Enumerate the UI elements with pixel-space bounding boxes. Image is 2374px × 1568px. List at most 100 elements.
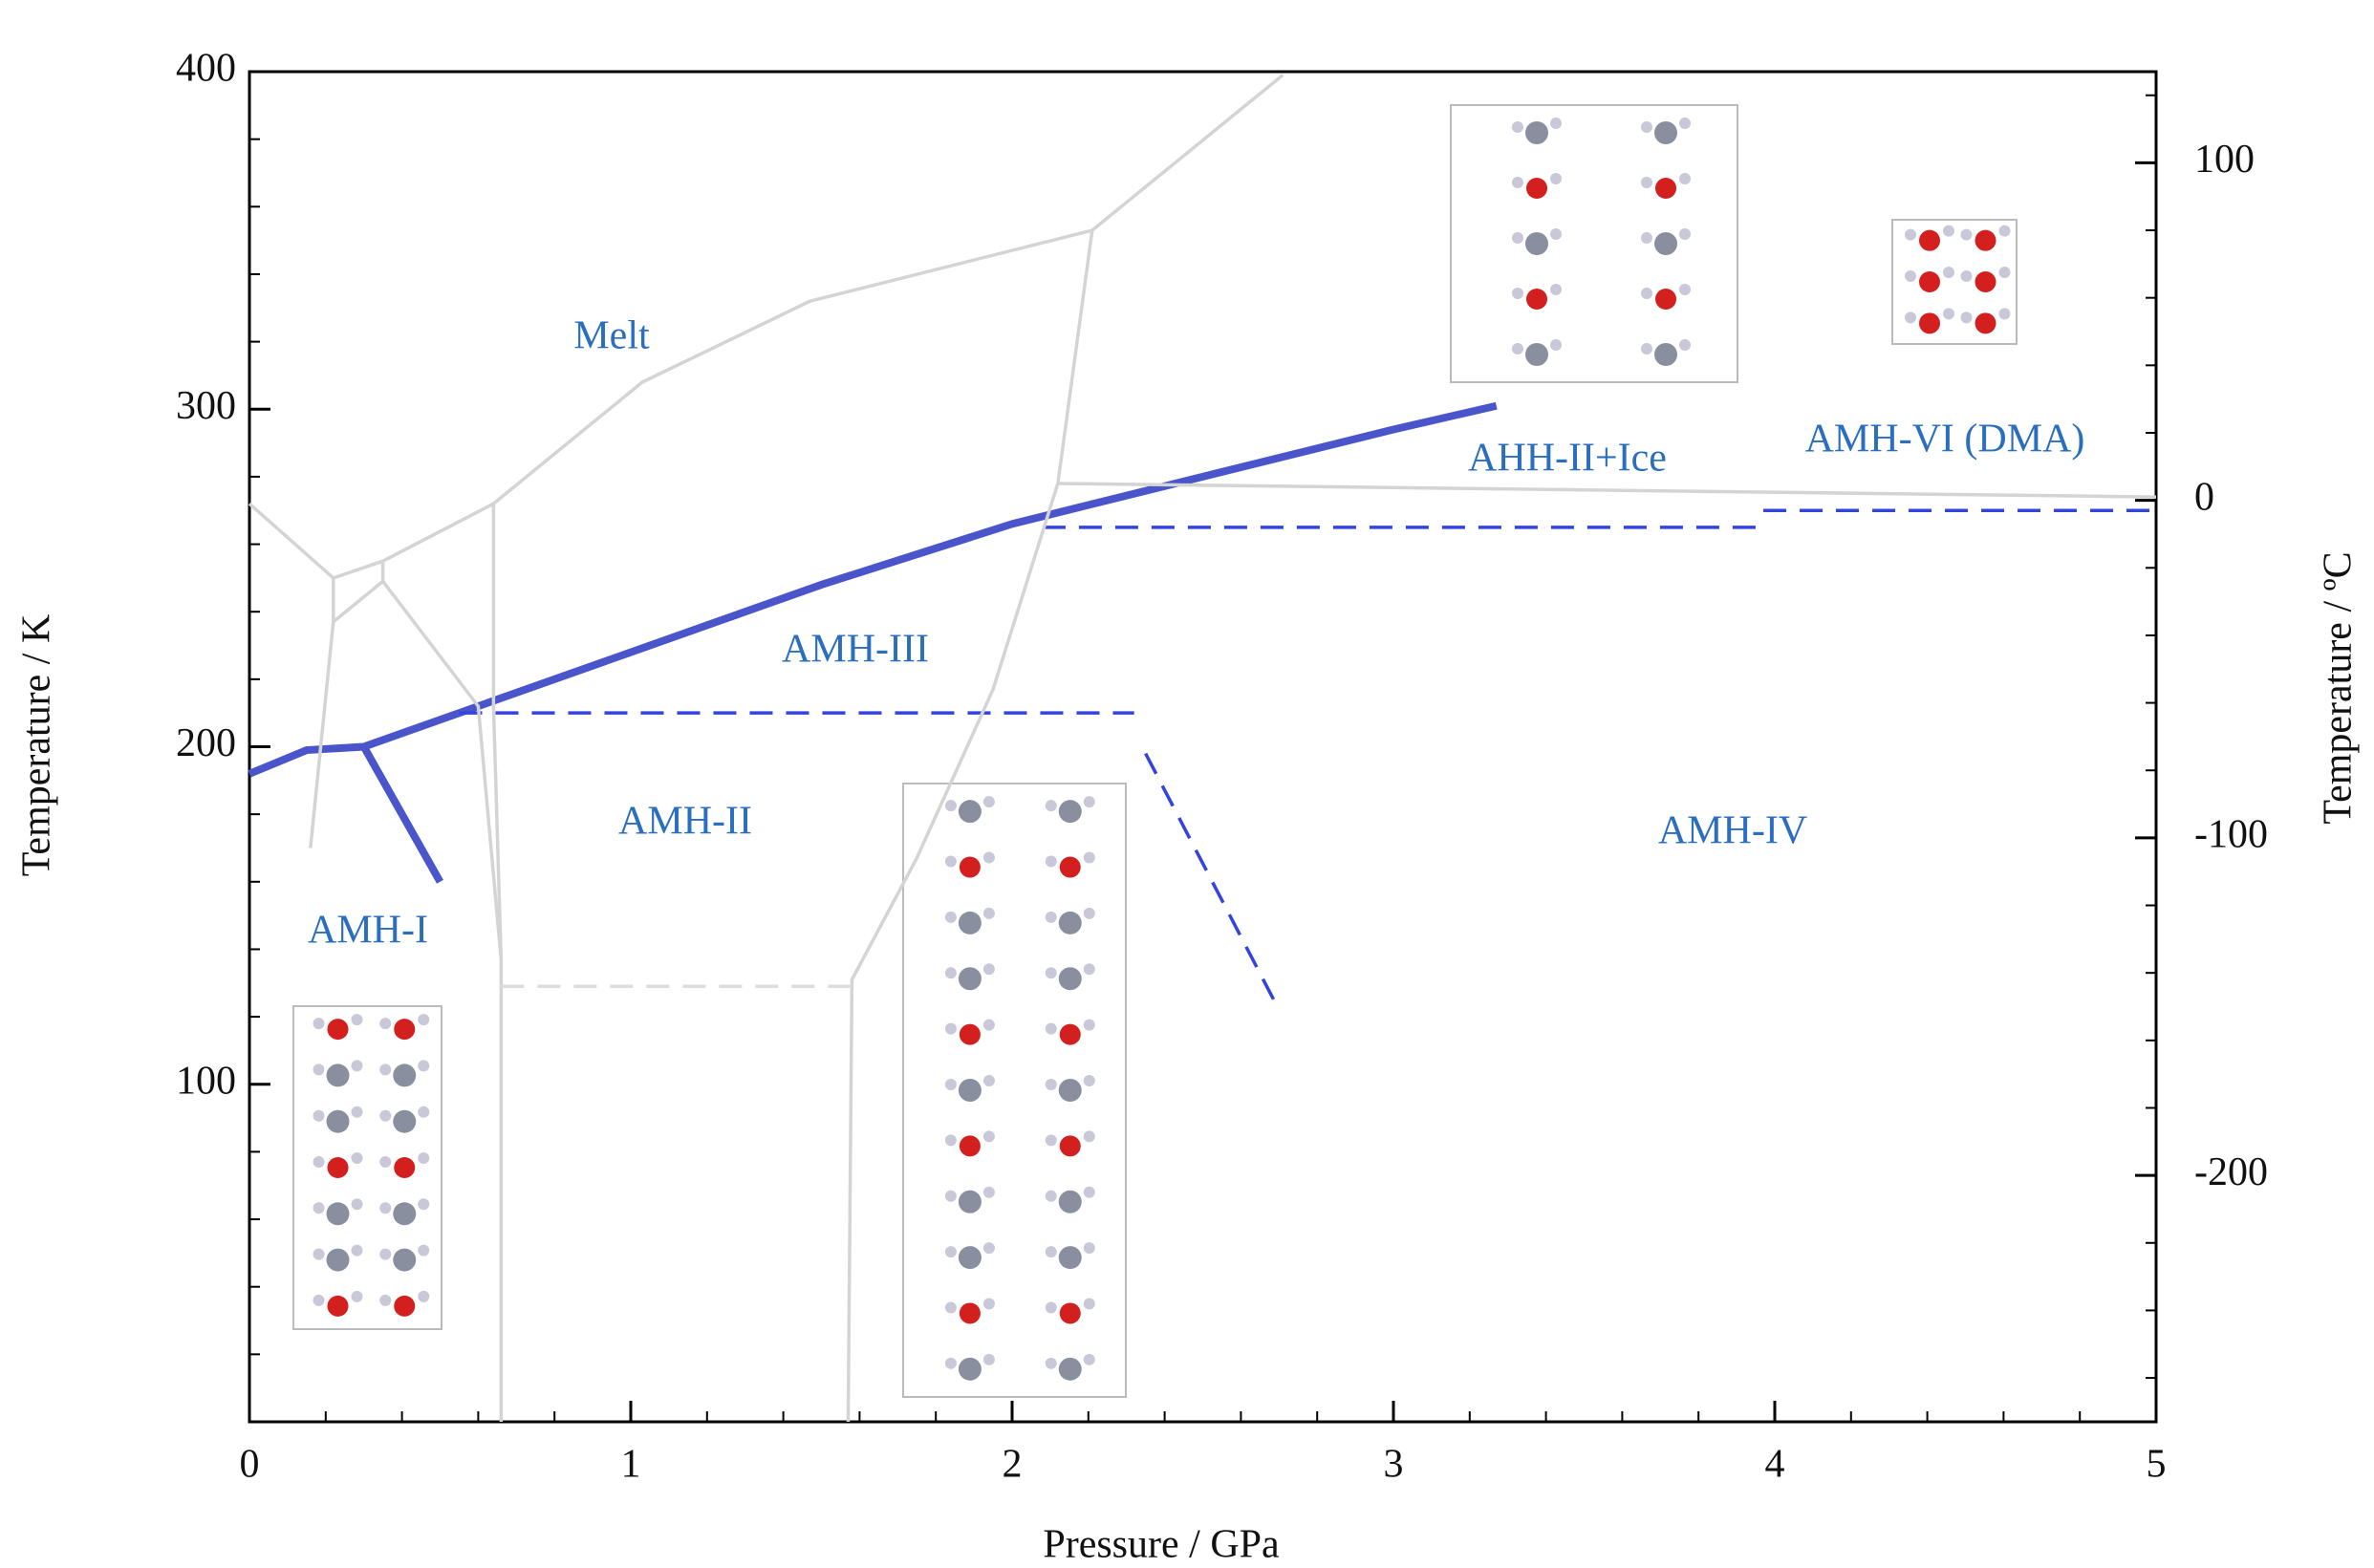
hydrogen [944,800,957,812]
molecule [1525,343,1548,366]
hydrogen [1943,267,1954,278]
molecule [1975,229,1996,251]
hydrogen [944,1246,957,1258]
phase-boundary [248,401,1498,778]
hydrogen [1550,339,1562,351]
molecule [327,1157,349,1178]
phase-label: Melt [573,314,650,358]
hydrogen [1998,308,2011,320]
hydrogen [982,1019,995,1031]
molecule [958,1246,982,1270]
hydrogen [379,1248,392,1260]
hydrogen [1045,911,1057,923]
hydrogen [351,1198,363,1211]
phase-boundary [381,580,504,960]
hydrogen [982,1075,995,1086]
hydrogen [1550,118,1562,129]
hydrogen [379,1018,392,1030]
hydrogen [944,967,957,979]
y-tick-label: 400 [176,47,236,91]
hydrogen [1679,118,1691,129]
phase-label: AMH-II [618,800,752,844]
hydrogen [351,1290,363,1302]
y-tick-label: 300 [176,384,236,428]
hydrogen [1045,967,1057,979]
molecule [1526,178,1547,199]
hydrogen [1083,796,1095,808]
molecule [1654,121,1677,144]
structure-box [1891,219,2018,345]
hydrogen [1641,177,1652,188]
hydrogen [1512,288,1523,299]
phase-boundary [309,577,335,848]
hydrogen [418,1290,430,1302]
hydrogen [313,1248,325,1260]
hydrogen [1045,1246,1057,1258]
hydrogen [1943,308,1954,320]
hydrogen [944,1134,957,1147]
molecule [393,1248,417,1272]
hydrogen [1045,855,1057,868]
x-tick-label: 0 [240,1443,260,1487]
hydrogen [1512,343,1523,354]
molecule [1059,1302,1081,1324]
hydrogen [379,1063,392,1076]
hydrogen [944,1022,957,1035]
hydrogen [313,1018,325,1030]
y2-axis-label: Temperature / ºC [2317,551,2361,824]
hydrogen [944,1357,957,1369]
hydrogen [313,1156,325,1168]
hydrogen [1550,173,1562,184]
hydrogen [351,1014,363,1026]
y-tick-label: 100 [176,1059,236,1103]
hydrogen [1045,1079,1057,1090]
hydrogen [1998,225,2011,237]
hydrogen [418,1244,430,1257]
hydrogen [351,1106,363,1118]
molecule [1059,1023,1081,1045]
molecule [958,911,982,934]
structure-box [292,1005,442,1330]
hydrogen [1083,1242,1095,1255]
hydrogen [982,1353,995,1365]
structure-box [1450,104,1738,383]
molecule [1654,343,1677,366]
hydrogen [379,1109,392,1122]
hydrogen [1550,284,1562,295]
hydrogen [379,1202,392,1214]
hydrogen [379,1294,392,1306]
hydrogen [1083,1130,1095,1143]
phase-boundary [360,744,443,884]
hydrogen [1083,1186,1095,1198]
molecule [1655,178,1676,199]
hydrogen [1512,121,1523,133]
molecule [959,1023,981,1045]
hydrogen [1512,177,1523,188]
phase-label: AMH-III [782,628,929,672]
hydrogen [418,1014,430,1026]
molecule [1654,232,1677,255]
hydrogen [982,1186,995,1198]
molecule [958,1079,982,1102]
molecule [1526,289,1547,310]
molecule [1059,1135,1081,1157]
phase-label: AMH-I [308,909,428,953]
hydrogen [418,1152,430,1164]
molecule [326,1063,350,1087]
hydrogen [944,911,957,923]
hydrogen [418,1198,430,1211]
molecule [959,1302,981,1324]
hydrogen [982,1298,995,1310]
hydrogen [1905,270,1916,282]
hydrogen [1998,267,2011,278]
x-axis-label: Pressure / GPa [1043,1523,1280,1567]
hydrogen [1550,228,1562,240]
hydrogen [944,855,957,868]
molecule [326,1109,350,1133]
hydrogen [1045,1301,1057,1314]
x-tick-label: 5 [2147,1443,2167,1487]
hydrogen [351,1152,363,1164]
molecule [1655,289,1676,310]
hydrogen [1045,1357,1057,1369]
